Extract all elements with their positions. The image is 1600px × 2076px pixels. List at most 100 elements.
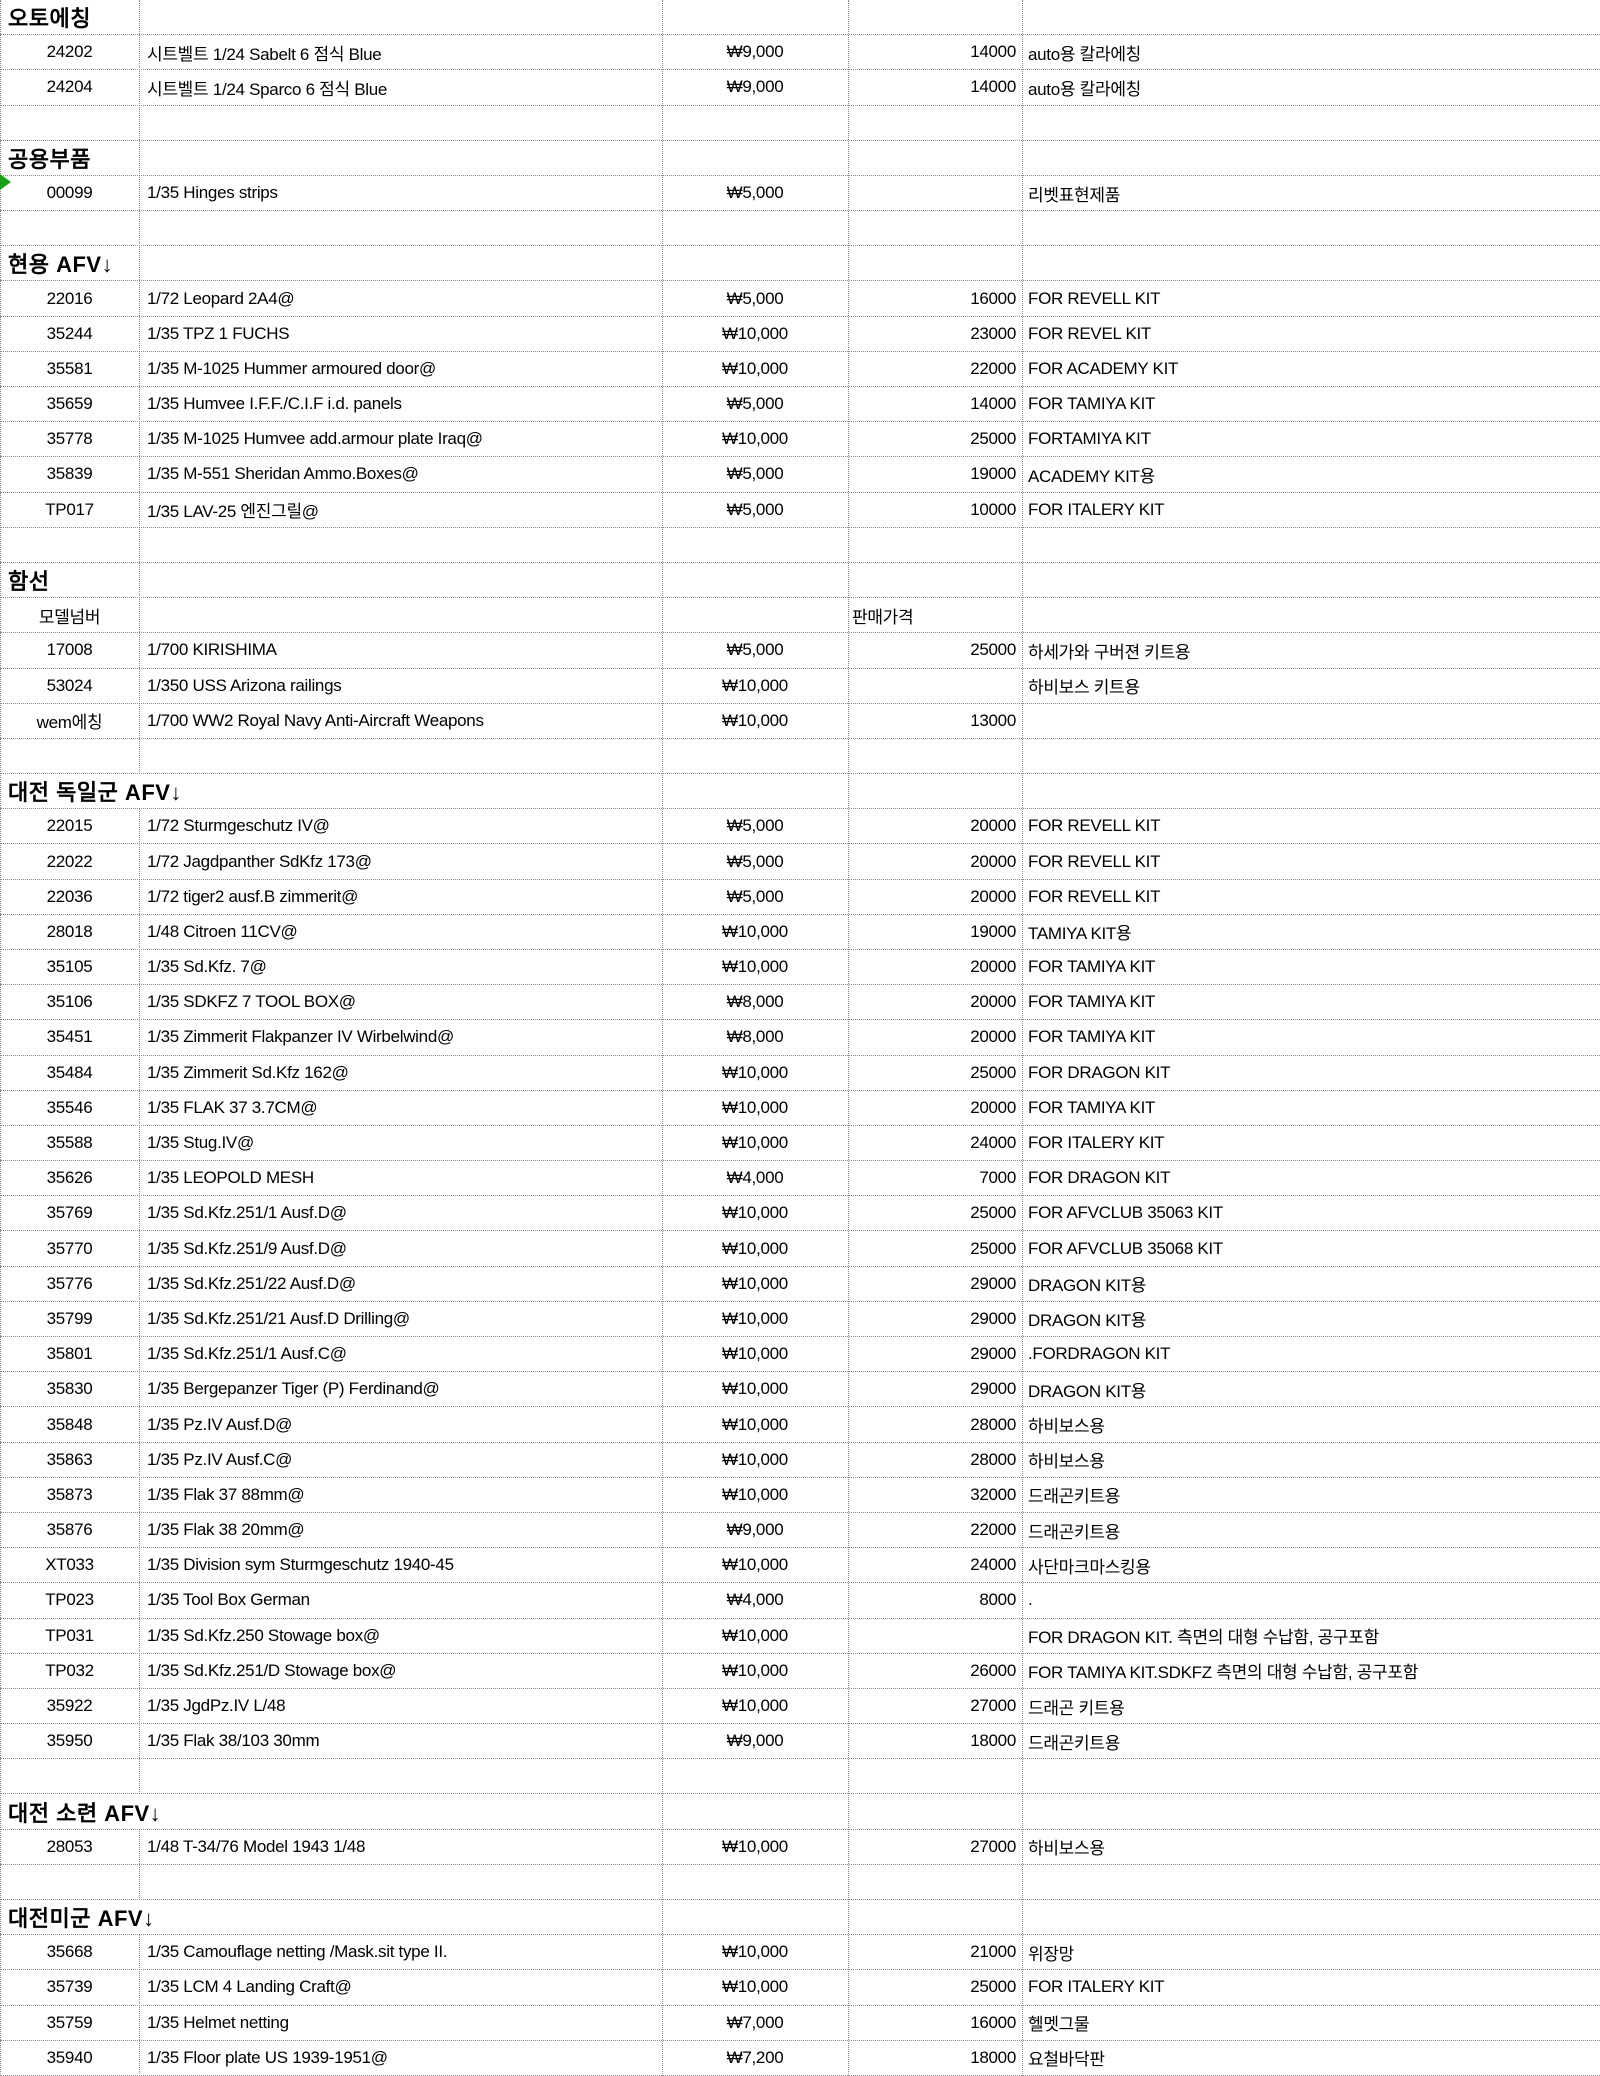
cell-model-no[interactable]: 17008 (46, 640, 93, 660)
section-title[interactable]: 대전 독일군 AFV↓ (8, 774, 190, 809)
cell-sale-price[interactable]: 10000 (970, 499, 1016, 519)
cell-description[interactable]: 1/35 Pz.IV Ausf.C@ (147, 1449, 293, 1469)
cell-model-no[interactable]: 35588 (46, 1133, 93, 1153)
cell-note[interactable]: 요철바닥판 (1028, 2050, 1105, 2070)
cell-price[interactable]: ₩5,000 (726, 464, 784, 484)
cell-description[interactable]: 1/72 Leopard 2A4@ (147, 288, 295, 308)
cell-model-no[interactable]: 22022 (46, 851, 93, 871)
cell-price[interactable]: ₩10,000 (722, 1379, 788, 1399)
cell-note[interactable]: FOR REVELL KIT (1028, 288, 1161, 308)
cell-note[interactable]: FORTAMIYA KIT (1028, 429, 1151, 449)
cell-sale-price[interactable]: 22000 (970, 358, 1016, 378)
cell-price[interactable]: ₩10,000 (722, 1062, 788, 1082)
cell-model-no[interactable]: 22015 (46, 816, 93, 836)
cell-sale-price[interactable]: 25000 (970, 1203, 1016, 1223)
cell-sale-price[interactable]: 20000 (970, 1097, 1016, 1117)
cell-sale-price[interactable]: 20000 (970, 851, 1016, 871)
cell-note[interactable]: FOR DRAGON KIT (1028, 1062, 1171, 1082)
cell-note[interactable]: .FORDRAGON KIT (1028, 1344, 1171, 1364)
cell-model-no[interactable]: 35484 (46, 1062, 93, 1082)
section-title[interactable]: 현용 AFV↓ (8, 246, 122, 281)
cell-note[interactable]: 위장망 (1028, 1944, 1075, 1964)
cell-price[interactable]: ₩5,000 (726, 288, 784, 308)
cell-model-no[interactable]: 35668 (46, 1942, 93, 1962)
cell-model-no[interactable]: wem에칭 (36, 713, 103, 733)
cell-note[interactable]: FOR DRAGON KIT. 측면의 대형 수납함, 공구포함 (1028, 1628, 1379, 1648)
cell-model-no[interactable]: 35830 (46, 1379, 93, 1399)
cell-price[interactable]: ₩10,000 (722, 1449, 788, 1469)
cell-sale-price[interactable]: 20000 (970, 992, 1016, 1012)
cell-price[interactable]: ₩8,000 (726, 1027, 784, 1047)
cell-description[interactable]: 1/72 Jagdpanther SdKfz 173@ (147, 851, 372, 871)
cell-sale-price[interactable]: 24000 (970, 1555, 1016, 1575)
cell-note[interactable]: TAMIYA KIT용 (1028, 924, 1132, 944)
cell-model-no[interactable]: 35876 (46, 1520, 93, 1540)
cell-description[interactable]: 시트벨트 1/24 Sparco 6 점식 Blue (147, 79, 388, 99)
cell-description[interactable]: 1/35 Flak 37 88mm@ (147, 1484, 305, 1504)
cell-note[interactable]: auto용 칼라에칭 (1028, 79, 1142, 99)
cell-price[interactable]: ₩10,000 (722, 1942, 788, 1962)
cell-sale-price[interactable] (848, 176, 1022, 210)
cell-model-no[interactable]: 22016 (46, 288, 93, 308)
section-title[interactable]: 공용부품 (8, 140, 99, 175)
cell-price[interactable]: ₩10,000 (722, 1625, 788, 1645)
cell-sale-price[interactable]: 26000 (970, 1660, 1016, 1680)
cell-description[interactable]: 1/35 Sd.Kfz.251/22 Ausf.D@ (147, 1273, 356, 1293)
cell-sale-price[interactable] (848, 669, 1022, 703)
cell-model-no[interactable]: 35839 (46, 464, 93, 484)
cell-model-no[interactable]: 35739 (46, 1977, 93, 1997)
cell-sale-price[interactable]: 23000 (970, 323, 1016, 343)
cell-sale-price[interactable]: 14000 (970, 42, 1016, 62)
cell-model-no[interactable]: 35922 (46, 1696, 93, 1715)
cell-price[interactable]: ₩5,000 (726, 886, 784, 906)
cell-model-no[interactable]: 35940 (46, 2047, 93, 2067)
cell-model-no[interactable]: 35581 (46, 358, 93, 378)
cell-price[interactable]: ₩5,000 (726, 394, 784, 414)
cell-note[interactable]: 헬멧그물 (1028, 2015, 1090, 2035)
cell-price[interactable]: ₩9,000 (726, 77, 784, 97)
cell-description[interactable]: 1/35 Zimmerit Sd.Kfz 162@ (147, 1062, 349, 1082)
cell-note[interactable]: FOR TAMIYA KIT (1028, 1097, 1156, 1117)
cell-sale-price[interactable]: 14000 (970, 394, 1016, 414)
cell-price[interactable]: ₩4,000 (726, 1590, 784, 1610)
cell-note[interactable]: FOR AFVCLUB 35068 KIT (1028, 1238, 1223, 1258)
cell-note[interactable]: . (1028, 1590, 1033, 1610)
cell-sale-price[interactable]: 20000 (970, 816, 1016, 836)
cell-note[interactable]: FOR REVELL KIT (1028, 816, 1161, 836)
cell-sale-price[interactable] (848, 1619, 1022, 1653)
cell-note[interactable]: FOR REVELL KIT (1028, 851, 1161, 871)
cell-sale-price[interactable]: 13000 (970, 710, 1016, 730)
cell-note[interactable]: 하비보스 키트용 (1028, 678, 1140, 698)
cell-sale-price[interactable]: 27000 (970, 1696, 1016, 1715)
cell-price[interactable]: ₩10,000 (722, 1344, 788, 1364)
cell-model-no[interactable]: TP023 (45, 1590, 94, 1610)
section-title[interactable]: 함선 (8, 562, 58, 598)
cell-model-no[interactable]: 35950 (46, 1731, 93, 1751)
cell-description[interactable]: 1/35 Flak 38/103 30mm (147, 1731, 320, 1751)
cell-model-no[interactable]: 53024 (46, 675, 93, 695)
cell-sale-price[interactable]: 24000 (970, 1133, 1016, 1153)
cell-price[interactable]: ₩10,000 (722, 1238, 788, 1258)
cell-description[interactable]: 1/350 USS Arizona railings (147, 675, 342, 695)
cell-description[interactable]: 1/35 M-551 Sheridan Ammo.Boxes@ (147, 464, 419, 484)
cell-sale-price[interactable]: 28000 (970, 1449, 1016, 1469)
cell-description[interactable]: 1/35 Sd.Kfz.251/21 Ausf.D Drilling@ (147, 1308, 410, 1328)
cell-note[interactable]: FOR ACADEMY KIT (1028, 358, 1179, 378)
cell-description[interactable]: 1/35 LAV-25 엔진그릴@ (147, 502, 319, 522)
cell-price[interactable]: ₩10,000 (722, 1555, 788, 1575)
cell-price[interactable]: ₩10,000 (722, 1133, 788, 1153)
cell-description[interactable]: 1/35 M-1025 Humvee add.armour plate Iraq… (147, 429, 483, 449)
cell-description[interactable]: 1/48 Citroen 11CV@ (147, 921, 298, 941)
cell-note[interactable]: FOR ITALERY KIT (1028, 499, 1165, 519)
cell-sale-price[interactable]: 25000 (970, 1238, 1016, 1258)
cell-note[interactable]: 사단마크마스킹용 (1028, 1557, 1151, 1577)
cell-sale-price[interactable]: 18000 (970, 2047, 1016, 2067)
cell-sale-price[interactable]: 16000 (970, 288, 1016, 308)
cell-note[interactable]: 하세가와 구버젼 키트용 (1028, 642, 1191, 662)
cell-description[interactable]: 1/48 T-34/76 Model 1943 1/48 (147, 1836, 366, 1856)
cell-description[interactable]: 1/35 LCM 4 Landing Craft@ (147, 1977, 352, 1997)
cell-sale-price[interactable]: 29000 (970, 1344, 1016, 1364)
cell-model-no[interactable]: 35873 (46, 1484, 93, 1504)
cell-price[interactable]: ₩10,000 (722, 1308, 788, 1328)
cell-price[interactable]: ₩10,000 (722, 1097, 788, 1117)
